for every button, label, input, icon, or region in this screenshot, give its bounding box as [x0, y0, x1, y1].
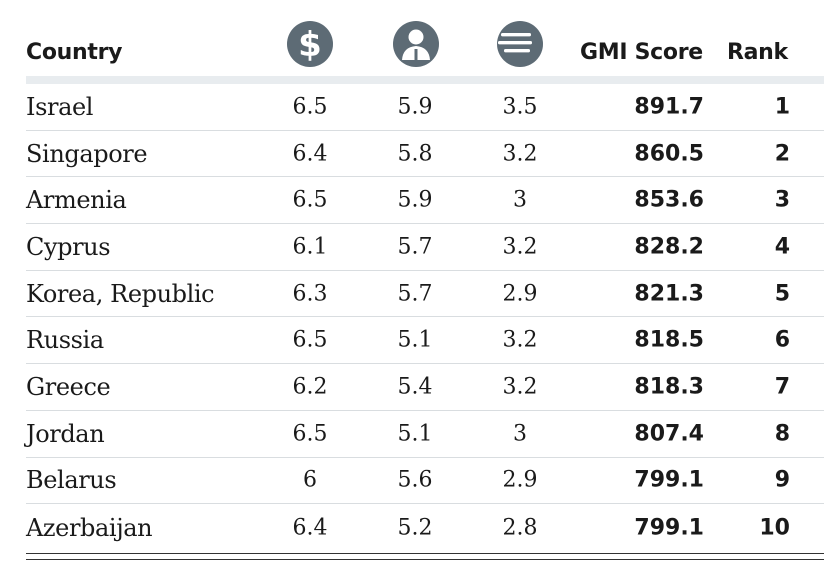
gmi-score-cell: 818.3 — [634, 374, 704, 400]
table-row: Belarus 6 5.6 2.9 799.1 9 — [26, 458, 824, 505]
social-value-cell: 5.4 — [397, 374, 433, 400]
social-value-cell: 5.7 — [397, 281, 433, 307]
environment-value-cell: 3.5 — [502, 94, 538, 120]
wind-icon — [496, 20, 544, 68]
table-header: Country $ GMI Score Rank — [26, 18, 824, 76]
gmi-score-cell: 860.5 — [634, 141, 704, 167]
gmi-score-cell: 799.1 — [634, 515, 704, 541]
gmi-score-cell: 821.3 — [634, 281, 704, 307]
social-value-cell: 5.1 — [397, 421, 433, 447]
table-row: Cyprus 6.1 5.7 3.2 828.2 4 — [26, 224, 824, 271]
environment-value-cell: 3.2 — [502, 374, 538, 400]
environment-value-cell: 3.2 — [502, 327, 538, 353]
social-value-cell: 5.9 — [397, 187, 433, 213]
gmi-score-cell: 891.7 — [634, 94, 704, 120]
country-cell: Armenia — [26, 186, 127, 215]
gmi-score-cell: 853.6 — [634, 187, 704, 213]
table-row: Jordan 6.5 5.1 3 807.4 8 — [26, 411, 824, 458]
economic-value-cell: 6.2 — [292, 374, 328, 400]
economic-value-cell: 6.1 — [292, 234, 328, 260]
table-row: Korea, Republic 6.3 5.7 2.9 821.3 5 — [26, 271, 824, 318]
table-row: Israel 6.5 5.9 3.5 891.7 1 — [26, 84, 824, 131]
country-cell: Russia — [26, 326, 104, 355]
environment-value-cell: 2.8 — [502, 515, 538, 541]
svg-text:$: $ — [298, 25, 322, 65]
rank-cell: 9 — [774, 467, 790, 493]
rank-cell: 3 — [774, 187, 790, 213]
social-value-cell: 5.8 — [397, 141, 433, 167]
economic-value-cell: 6 — [303, 467, 317, 493]
economic-value-cell: 6.4 — [292, 515, 328, 541]
economic-value-cell: 6.5 — [292, 94, 328, 120]
social-value-cell: 5.6 — [397, 467, 433, 493]
rank-cell: 1 — [774, 94, 790, 120]
header-divider — [26, 76, 824, 84]
footer-rule — [26, 552, 824, 560]
gmi-table: Country $ GMI Score Rank — [26, 18, 824, 560]
table-row: Russia 6.5 5.1 3.2 818.5 6 — [26, 317, 824, 365]
rank-cell: 6 — [774, 327, 790, 353]
environment-value-cell: 3 — [513, 187, 527, 213]
gmi-score-cell: 807.4 — [634, 421, 704, 447]
country-cell: Jordan — [26, 419, 105, 448]
rank-cell: 4 — [774, 234, 790, 260]
environment-value-cell: 3.2 — [502, 234, 538, 260]
gmi-score-cell: 818.5 — [634, 327, 704, 353]
country-cell: Cyprus — [26, 232, 111, 261]
environment-value-cell: 2.9 — [502, 467, 538, 493]
social-value-cell: 5.9 — [397, 94, 433, 120]
table-body: Israel 6.5 5.9 3.5 891.7 1 Singapore 6.4 5.8 3.2 8… — [26, 84, 824, 551]
country-cell: Azerbaijan — [26, 513, 153, 542]
economic-value-cell: 6.4 — [292, 141, 328, 167]
economic-value-cell: 6.3 — [292, 281, 328, 307]
table-row: Azerbaijan 6.4 5.2 2.8 799.1 10 — [26, 504, 824, 551]
economic-value-cell: 6.5 — [292, 421, 328, 447]
rank-cell: 10 — [759, 515, 790, 541]
environment-value-cell: 2.9 — [502, 281, 538, 307]
table-row: Singapore 6.4 5.8 3.2 860.5 2 — [26, 131, 824, 178]
rank-cell: 8 — [774, 421, 790, 447]
dollar-icon: $ — [286, 20, 334, 68]
rank-cell: 5 — [774, 281, 790, 307]
environment-value-cell: 3 — [513, 421, 527, 447]
country-cell: Israel — [26, 92, 94, 121]
country-cell: Singapore — [26, 139, 148, 168]
gmi-score-cell: 828.2 — [634, 234, 704, 260]
header-gmi-score: GMI Score — [580, 40, 703, 65]
environment-value-cell: 3.2 — [502, 141, 538, 167]
header-rank: Rank — [727, 40, 788, 65]
social-value-cell: 5.7 — [397, 234, 433, 260]
economic-value-cell: 6.5 — [292, 187, 328, 213]
table-row: Armenia 6.5 5.9 3 853.6 3 — [26, 177, 824, 225]
social-value-cell: 5.1 — [397, 327, 433, 353]
country-cell: Korea, Republic — [26, 279, 215, 308]
table-row: Greece 6.2 5.4 3.2 818.3 7 — [26, 364, 824, 411]
rank-cell: 2 — [774, 141, 790, 167]
person-icon — [392, 20, 440, 68]
country-cell: Greece — [26, 372, 111, 401]
country-cell: Belarus — [26, 466, 117, 495]
header-country: Country — [26, 40, 123, 65]
gmi-score-cell: 799.1 — [634, 467, 704, 493]
economic-value-cell: 6.5 — [292, 327, 328, 353]
social-value-cell: 5.2 — [397, 515, 433, 541]
rank-cell: 7 — [774, 374, 790, 400]
